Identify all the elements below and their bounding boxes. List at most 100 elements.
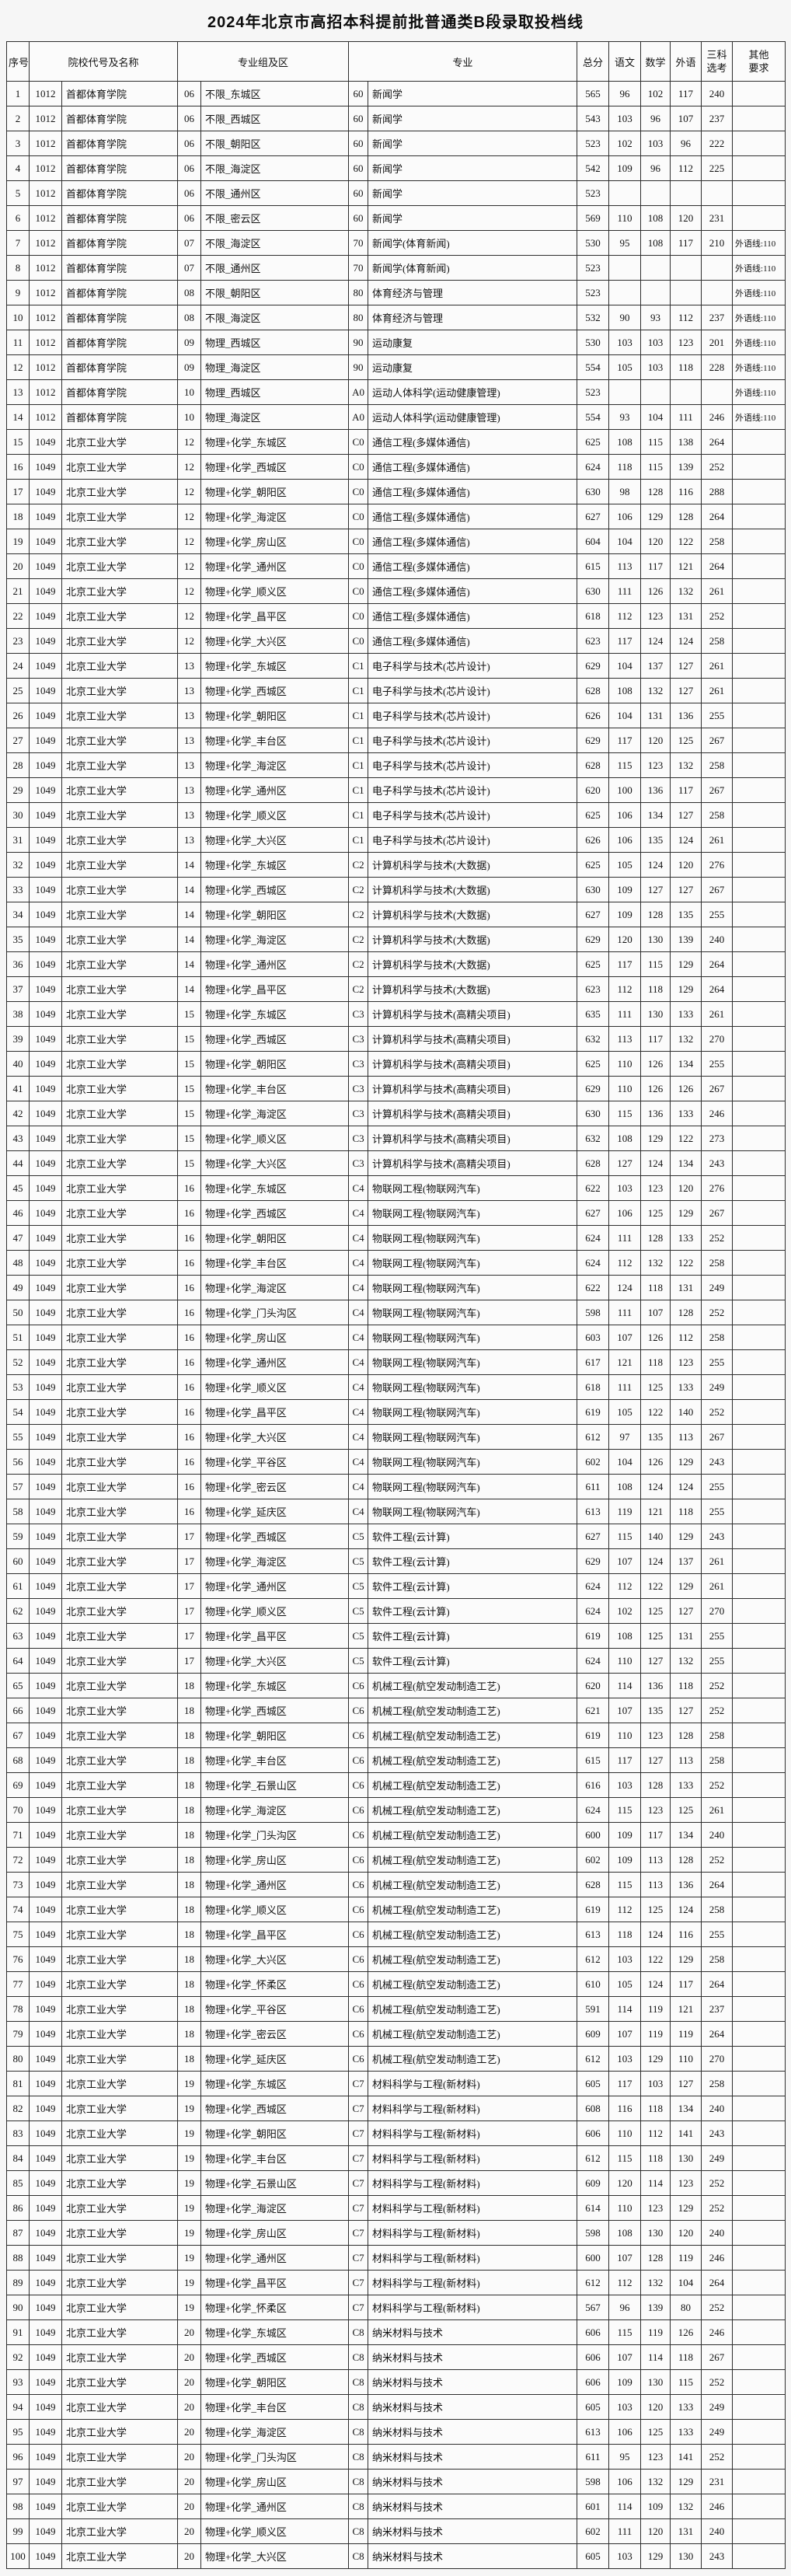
group-region-cell: 物理+化学_西城区 [200,2096,350,2121]
table-row: 1 1012 首都体育学院 06 不限_东城区 60 新闻学 565 96 102 117 240 [6,81,786,106]
foreign-score-cell: 117 [670,777,702,803]
major-name-cell: 计算机科学与技术(大数据) [368,976,578,1002]
math-score-cell [640,180,671,206]
group-region-cell: 物理+化学_延庆区 [200,1499,350,1524]
group-code-cell: 19 [177,2145,202,2171]
major-code-cell: C3 [348,1150,369,1176]
seq-cell: 51 [6,1325,30,1350]
math-score-cell: 136 [640,1101,671,1126]
major-code-cell: C4 [348,1399,369,1425]
math-score-cell: 115 [640,951,671,977]
major-code-cell: C0 [348,504,369,529]
college-name-cell: 首都体育学院 [61,255,179,281]
total-score-cell: 565 [577,81,610,106]
college-name-cell: 北京工业大学 [61,1200,179,1226]
group-region-cell: 物理+化学_西城区 [200,877,350,902]
seq-cell: 49 [6,1275,30,1300]
college-code-cell: 1049 [29,1076,62,1101]
three-subjects-score-cell: 252 [701,2444,734,2470]
major-code-cell: C7 [348,2195,369,2221]
foreign-score-cell: 130 [670,2145,702,2171]
foreign-score-cell: 139 [670,927,702,952]
seq-cell: 68 [6,1747,30,1773]
major-code-cell: C2 [348,976,369,1002]
total-score-cell: 624 [577,1573,610,1599]
major-code-cell: C4 [348,1225,369,1251]
major-code-cell: C0 [348,529,369,554]
college-name-cell: 首都体育学院 [61,404,179,430]
table-row: 29 1049 北京工业大学 13 物理+化学_通州区 C1 电子科学与技术(芯片设计) 62… [6,777,786,803]
major-name-cell: 新闻学(体育新闻) [368,230,578,256]
college-code-cell: 1049 [29,1598,62,1624]
college-name-cell: 北京工业大学 [61,1897,179,1922]
foreign-score-cell: 132 [670,1026,702,1052]
college-name-cell: 首都体育学院 [61,205,179,231]
college-name-cell: 北京工业大学 [61,1076,179,1101]
table-row: 96 1049 北京工业大学 20 物理+化学_门头沟区 C8 纳米材料与技术 611 95 12… [6,2444,786,2470]
seq-cell: 45 [6,1175,30,1201]
group-code-cell: 12 [177,553,202,579]
major-code-cell: C4 [348,1325,369,1350]
major-name-cell: 机械工程(航空发动制造工艺) [368,1971,578,1997]
major-code-cell: C4 [348,1250,369,1276]
three-subjects-score-cell: 237 [701,305,734,330]
other-requirements-cell [732,1150,786,1176]
table-row: 85 1049 北京工业大学 19 物理+化学_石景山区 C7 材料科学与工程(新材料) 60… [6,2170,786,2196]
college-code-cell: 1049 [29,1300,62,1325]
math-score-cell: 118 [640,1349,671,1375]
chinese-score-cell: 110 [608,1076,642,1101]
major-code-cell: 60 [348,155,369,181]
major-name-cell: 机械工程(航空发动制造工艺) [368,1673,578,1698]
seq-cell: 83 [6,2120,30,2146]
foreign-score-cell: 117 [670,1971,702,1997]
other-requirements-cell [732,1325,786,1350]
total-score-cell: 610 [577,1971,610,1997]
math-score-cell: 96 [640,106,671,131]
three-subjects-score-cell: 261 [701,1797,734,1823]
major-code-cell: 70 [348,255,369,281]
college-name-cell: 北京工业大学 [61,1300,179,1325]
other-requirements-cell [732,628,786,654]
table-row: 81 1049 北京工业大学 19 物理+化学_东城区 C7 材料科学与工程(新材料) 605… [6,2071,786,2096]
table-row: 18 1049 北京工业大学 12 物理+化学_海淀区 C0 通信工程(多媒体通信) 627 1… [6,504,786,529]
foreign-score-cell: 129 [670,976,702,1002]
college-code-cell: 1049 [29,1872,62,1897]
foreign-score-cell: 131 [670,2518,702,2544]
major-code-cell: C0 [348,603,369,629]
chinese-score-cell: 119 [608,1499,642,1524]
group-code-cell: 12 [177,504,202,529]
chinese-score-cell: 103 [608,2543,642,2569]
other-requirements-cell [732,180,786,206]
group-region-cell: 物理+化学_海淀区 [200,2195,350,2221]
three-subjects-score-cell: 252 [701,454,734,480]
college-name-cell: 首都体育学院 [61,379,179,405]
group-code-cell: 17 [177,1524,202,1549]
other-requirements-cell [732,1971,786,1997]
group-region-cell: 物理+化学_朝阳区 [200,2369,350,2395]
major-code-cell: C4 [348,1474,369,1499]
major-code-cell: 60 [348,205,369,231]
foreign-score-cell: 123 [670,2170,702,2196]
major-name-cell: 通信工程(多媒体通信) [368,429,578,455]
group-region-cell: 物理+化学_东城区 [200,2319,350,2345]
major-code-cell: C4 [348,1275,369,1300]
chinese-score-cell: 109 [608,902,642,927]
seq-cell: 56 [6,1449,30,1475]
other-requirements-cell [732,529,786,554]
seq-cell: 75 [6,1922,30,1947]
group-region-cell: 物理+化学_房山区 [200,529,350,554]
three-subjects-score-cell [701,180,734,206]
major-code-cell: C6 [348,1946,369,1972]
seq-cell: 99 [6,2518,30,2544]
chinese-score-cell: 120 [608,2170,642,2196]
group-code-cell: 18 [177,2046,202,2072]
major-name-cell: 通信工程(多媒体通信) [368,479,578,504]
group-code-cell: 18 [177,1897,202,1922]
chinese-score-cell: 104 [608,703,642,728]
seq-cell: 81 [6,2071,30,2096]
seq-cell: 96 [6,2444,30,2470]
college-name-cell: 北京工业大学 [61,2543,179,2569]
chinese-score-cell: 103 [608,1946,642,1972]
major-code-cell: C4 [348,1374,369,1400]
seq-cell: 36 [6,951,30,977]
